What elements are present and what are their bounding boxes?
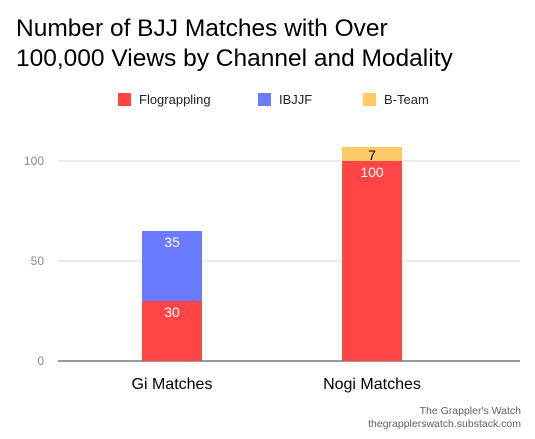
chart-title-line-2: 100,000 Views by Channel and Modality <box>16 45 453 72</box>
legend-swatch-b-team <box>363 93 376 106</box>
bar-nogi-matches-b-team <box>342 147 402 161</box>
data-label-gi-matches-flograppling: 30 <box>164 304 180 320</box>
legend-label-ibjjf: IBJJF <box>279 92 313 107</box>
legend-label-flograppling: Flograppling <box>139 92 211 107</box>
grid-layer <box>58 160 520 362</box>
legend-swatch-flograppling <box>118 93 131 106</box>
chart-title: Number of BJJ Matches with Over 100,000 … <box>16 14 453 74</box>
data-label-nogi-matches-flograppling: 100 <box>360 164 384 180</box>
chart-legend: Flograppling IBJJF B-Team <box>0 92 535 112</box>
source-name: The Grappler's Watch <box>419 405 521 417</box>
y-tick-label-0: 0 <box>37 354 44 368</box>
legend-item-flograppling: Flograppling <box>118 92 211 107</box>
bar-layer <box>142 147 402 361</box>
source-url: thegrapplerswatch.substack.com <box>368 418 521 430</box>
source-credit: The Grappler's Watch thegrapplerswatch.s… <box>368 405 521 431</box>
y-tick-label-100: 100 <box>24 154 44 168</box>
bar-gi-matches-ibjjf <box>142 231 202 301</box>
legend-label-b-team: B-Team <box>384 92 429 107</box>
legend-item-b-team: B-Team <box>363 92 429 107</box>
data-label-gi-matches-ibjjf: 35 <box>164 234 180 250</box>
data-label-nogi-matches-b-team: 7 <box>368 147 376 163</box>
x-category-label-1: Nogi Matches <box>323 376 421 393</box>
x-category-label-0: Gi Matches <box>132 376 213 393</box>
bar-gi-matches-flograppling <box>142 301 202 361</box>
bar-nogi-matches-flograppling <box>342 161 402 361</box>
chart-title-line-1: Number of BJJ Matches with Over <box>16 15 388 42</box>
y-tick-label-50: 50 <box>31 254 45 268</box>
legend-swatch-ibjjf <box>258 93 271 106</box>
legend-item-ibjjf: IBJJF <box>258 92 312 107</box>
